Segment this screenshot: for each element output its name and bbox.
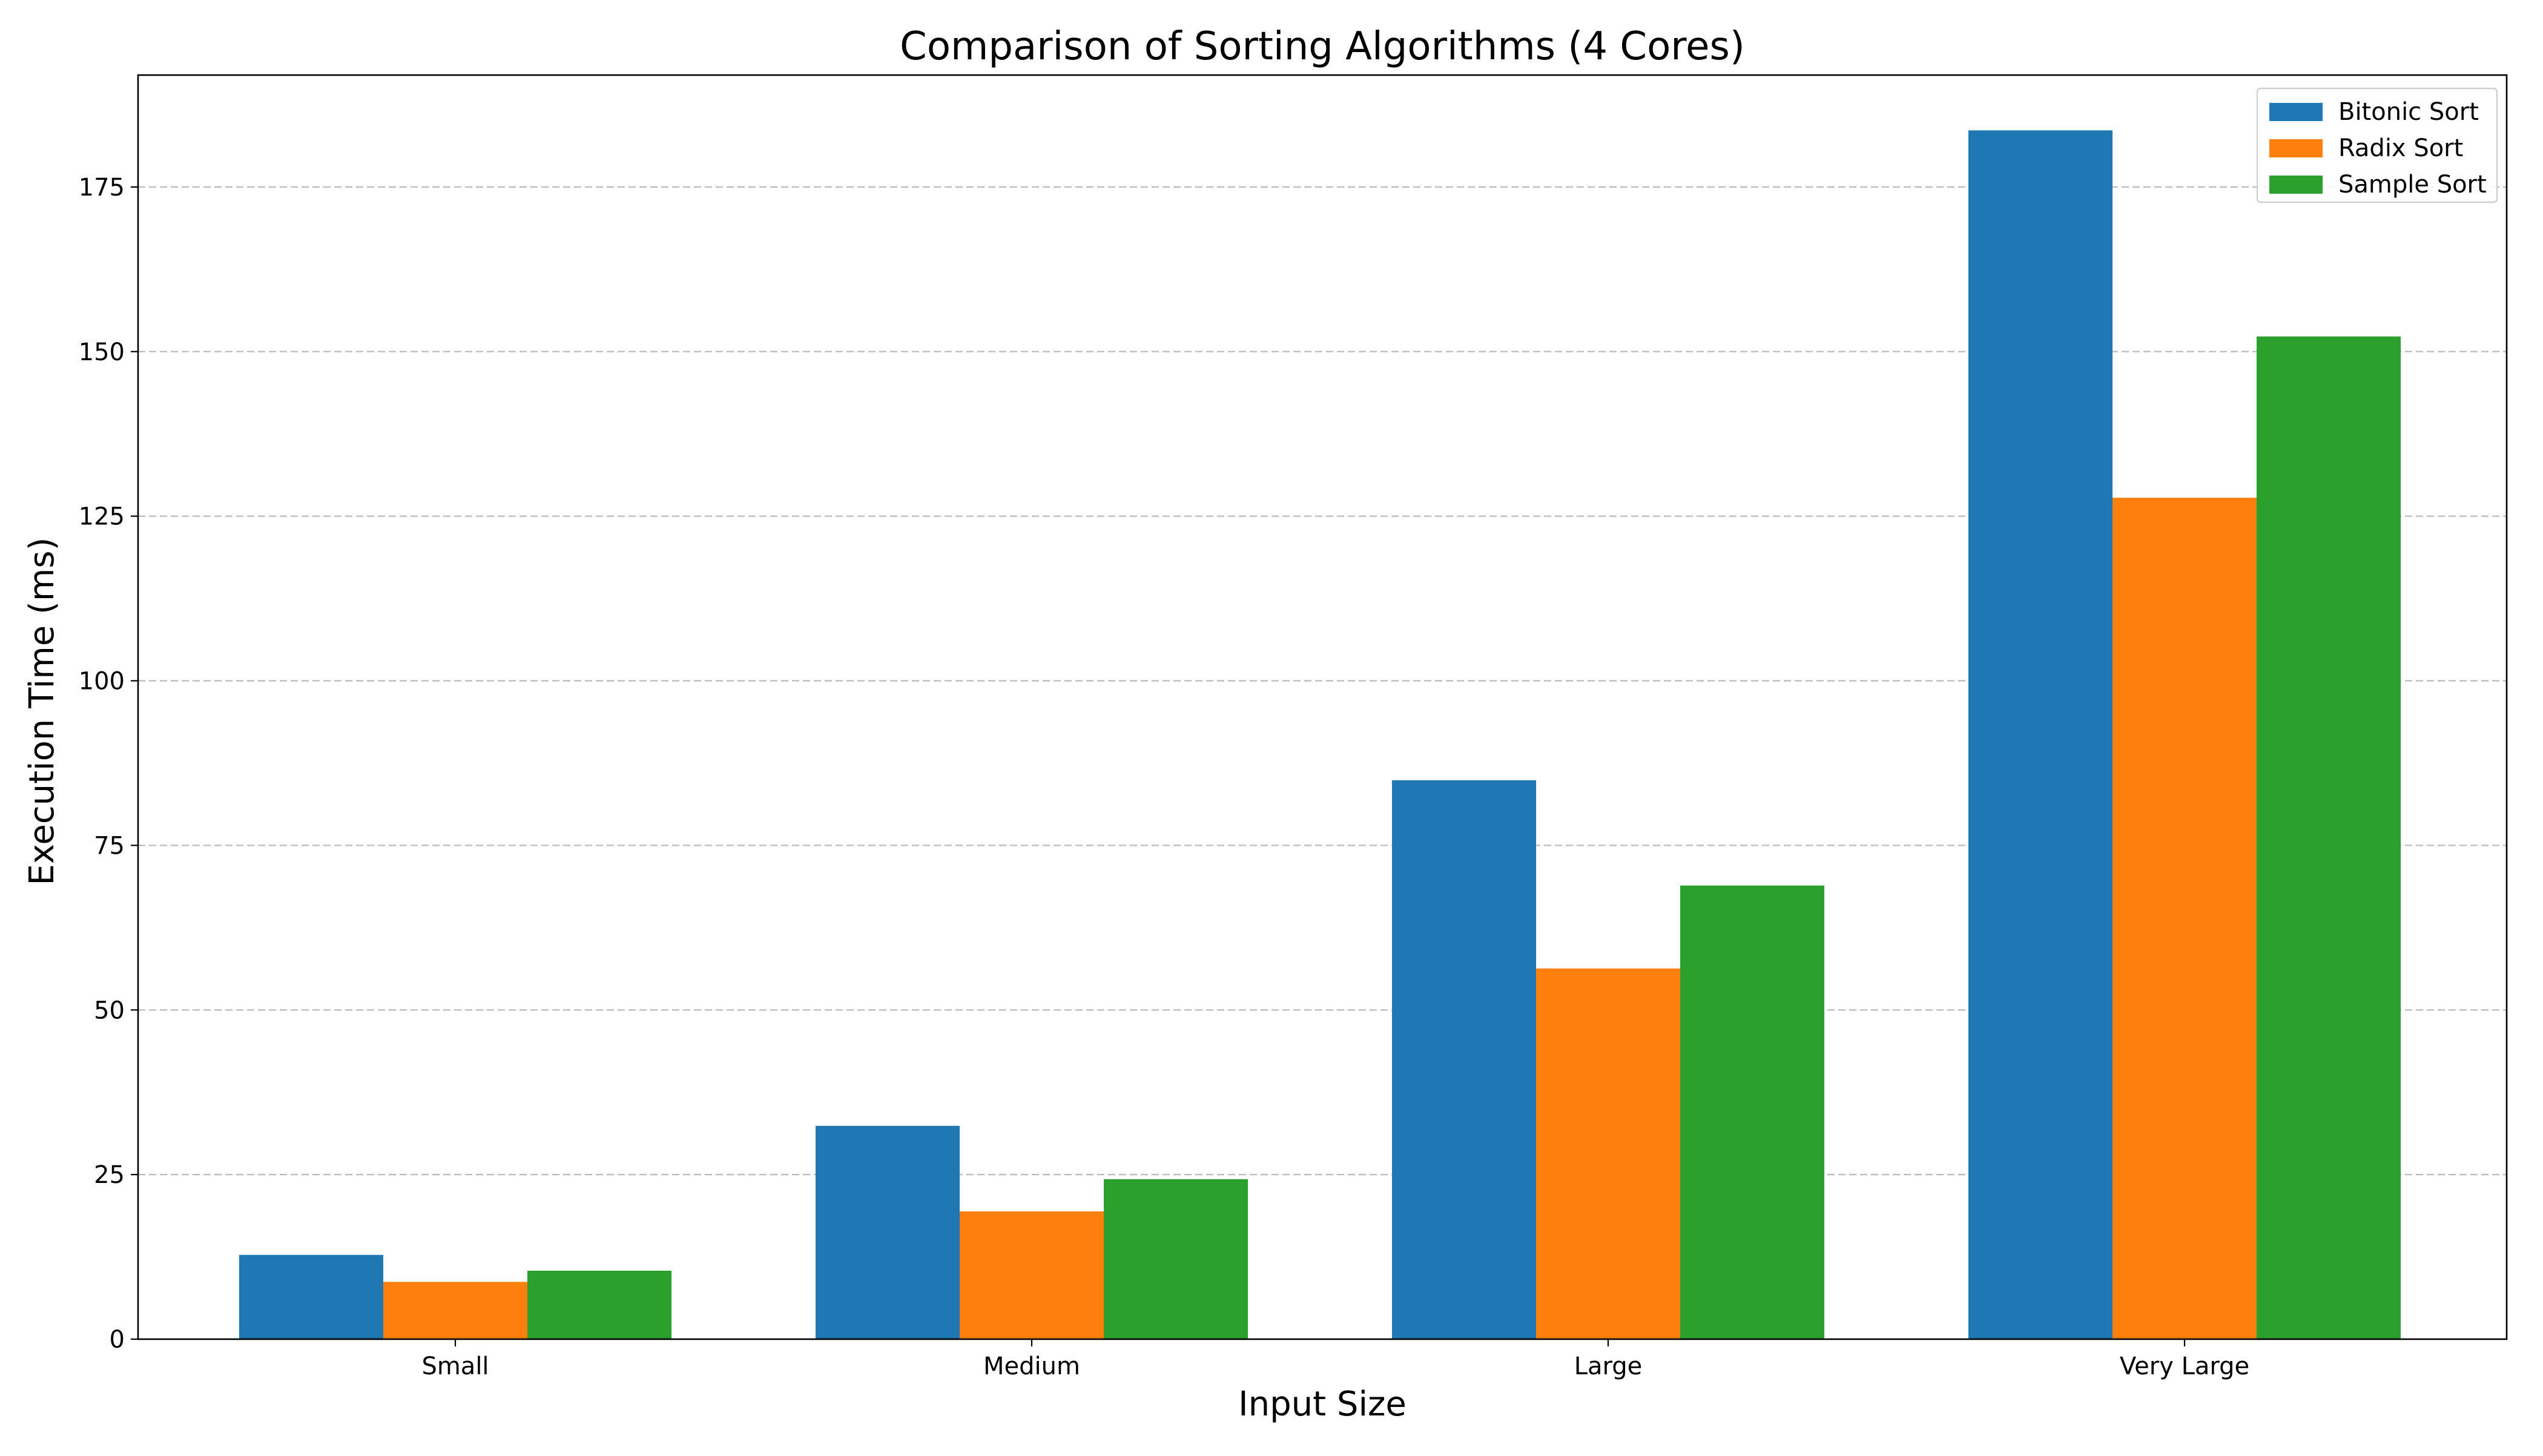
y-tick-label: 125 (79, 503, 125, 531)
bar-radix-sort-medium (960, 1211, 1104, 1339)
legend-label: Sample Sort (2338, 171, 2487, 199)
bars (239, 130, 2401, 1340)
y-tick-label: 150 (79, 338, 125, 366)
bar-radix-sort-small (383, 1282, 527, 1339)
x-tick-label: Medium (983, 1352, 1080, 1380)
bar-sample-sort-small (527, 1270, 671, 1339)
bar-sample-sort-large (1680, 885, 1824, 1339)
legend-swatch-radix-sort (2269, 139, 2323, 157)
plot-frame (137, 74, 2508, 1340)
x-tick-label: Small (421, 1352, 489, 1380)
y-tick-label: 100 (79, 668, 125, 696)
legend: Bitonic Sort Radix Sort Sample Sort (2256, 87, 2498, 203)
chart-title: Comparison of Sorting Algorithms (4 Core… (900, 24, 1745, 69)
bar-bitonic-sort-very-large (1968, 130, 2113, 1340)
bar-sample-sort-medium (1104, 1179, 1248, 1339)
x-tick-label: Large (1574, 1352, 1643, 1380)
legend-label: Bitonic Sort (2338, 98, 2479, 126)
y-tick-label: 25 (94, 1161, 125, 1189)
bar-bitonic-sort-large (1392, 780, 1536, 1339)
y-tick-label: 50 (94, 996, 125, 1024)
y-tick-label: 0 (110, 1326, 125, 1354)
bar-sample-sort-very-large (2257, 336, 2401, 1339)
legend-swatch-bitonic-sort (2269, 103, 2323, 121)
bar-radix-sort-large (1536, 968, 1680, 1339)
bar-bitonic-sort-medium (816, 1125, 960, 1339)
y-axis-label: Execution Time (ms) (22, 538, 62, 886)
legend-swatch-sample-sort (2269, 176, 2323, 194)
y-tick-label: 175 (79, 174, 125, 202)
x-tick-label: Very Large (2120, 1352, 2249, 1380)
x-axis-label: Input Size (1238, 1385, 1407, 1424)
bar-bitonic-sort-small (239, 1254, 383, 1339)
legend-label: Radix Sort (2338, 134, 2463, 162)
y-tick-label: 75 (94, 832, 125, 860)
axes: 0 25 50 75 100 125 150 175 Small Medium Large Very … (79, 74, 2508, 1380)
bar-radix-sort-very-large (2113, 498, 2257, 1339)
